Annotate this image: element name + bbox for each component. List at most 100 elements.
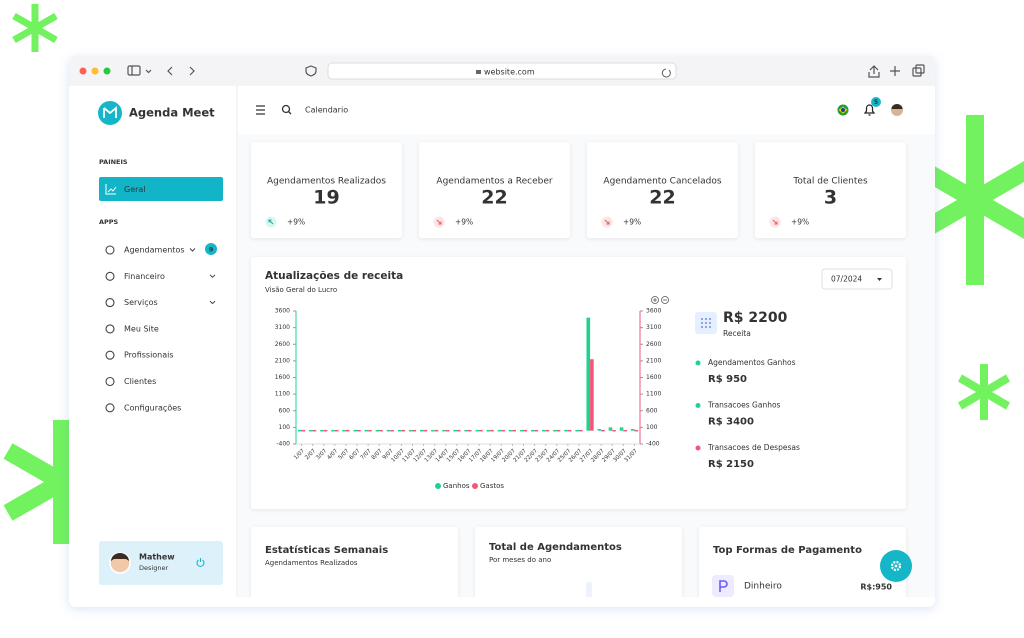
revenue-icon-dot bbox=[705, 326, 707, 328]
bar bbox=[323, 429, 328, 432]
bar bbox=[345, 429, 350, 432]
bar bbox=[508, 429, 513, 432]
stat-value: 3 bbox=[824, 187, 837, 209]
card-title: Estatísticas Semanais bbox=[265, 544, 388, 556]
bar bbox=[597, 429, 602, 431]
bar bbox=[353, 429, 358, 432]
nav-label: Meu Site bbox=[124, 324, 159, 333]
y-tick-label: 2600 bbox=[275, 341, 290, 348]
zoom-in[interactable] bbox=[651, 296, 659, 304]
bar bbox=[442, 429, 446, 432]
revenue-item-value: R$ 950 bbox=[708, 374, 747, 385]
nav-chevron bbox=[209, 274, 216, 279]
stat-change: +9% bbox=[791, 218, 809, 227]
card-title: Total de Agendamentos bbox=[489, 542, 622, 553]
revenue-icon-dot bbox=[705, 318, 707, 320]
bar bbox=[501, 429, 505, 432]
nav-label: Configurações bbox=[124, 403, 181, 412]
y-tick-label: 100 bbox=[279, 424, 291, 431]
nav-badge-count: 9 bbox=[209, 246, 214, 254]
notification-badge bbox=[871, 97, 881, 107]
y-tick-label: 1100 bbox=[275, 391, 290, 398]
nav-item[interactable] bbox=[99, 319, 223, 339]
revenue-item-dot bbox=[695, 403, 701, 408]
user-role: Designer bbox=[139, 564, 168, 572]
bar bbox=[634, 429, 639, 432]
y-tick-label: 2100 bbox=[275, 357, 290, 364]
stat-change-arrow bbox=[436, 219, 442, 225]
bar bbox=[564, 429, 568, 432]
y2-tick-label: 2600 bbox=[646, 341, 661, 348]
sidebar bbox=[69, 86, 237, 597]
bar bbox=[556, 429, 561, 432]
bar bbox=[434, 429, 439, 432]
search-icon bbox=[281, 104, 291, 114]
revenue-subtitle: Visão Geral do Lucro bbox=[265, 286, 337, 294]
y2-tick-label: 100 bbox=[646, 424, 658, 431]
bell-icon[interactable] bbox=[863, 104, 876, 116]
profile-avatar-hair bbox=[891, 104, 903, 109]
section-title: PAINEIS bbox=[99, 158, 128, 166]
bar bbox=[512, 429, 516, 432]
bar bbox=[309, 429, 313, 432]
bar bbox=[486, 429, 491, 432]
payment-icon-p bbox=[719, 580, 728, 592]
revenue-item-dot bbox=[695, 445, 701, 451]
nav-badge bbox=[205, 243, 217, 255]
nav-chevron bbox=[189, 248, 196, 252]
period-select[interactable] bbox=[821, 268, 893, 290]
logout-icon[interactable] bbox=[196, 558, 205, 567]
revenue-card bbox=[251, 257, 906, 509]
bar bbox=[475, 429, 480, 432]
nav-label: Profissionais bbox=[124, 351, 174, 360]
maximize-button[interactable] bbox=[103, 67, 111, 75]
stat-card bbox=[755, 142, 906, 238]
nav-icon bbox=[105, 298, 115, 308]
bar bbox=[331, 429, 335, 432]
nav-label: Financeiro bbox=[124, 272, 165, 281]
close-button[interactable] bbox=[79, 67, 87, 75]
reload-icon[interactable] bbox=[661, 68, 671, 78]
bar bbox=[364, 429, 369, 432]
nav-item[interactable] bbox=[99, 372, 223, 392]
period-caret bbox=[877, 278, 882, 281]
bar bbox=[623, 429, 627, 432]
bar bbox=[456, 429, 461, 432]
stat-value: 19 bbox=[313, 187, 339, 209]
revenue-item-label: Transacoes de Despesas bbox=[707, 443, 800, 452]
revenue-item-value: R$ 2150 bbox=[708, 459, 754, 470]
nav-item[interactable] bbox=[99, 293, 223, 313]
url-bar[interactable] bbox=[327, 62, 677, 80]
legend-label: Gastos bbox=[480, 482, 504, 490]
decoration bbox=[3, 4, 1024, 544]
minimize-button[interactable] bbox=[91, 67, 99, 75]
payment-amount: R$:950 bbox=[860, 583, 892, 592]
nav-item-active[interactable] bbox=[99, 177, 223, 201]
card-title: Top Formas de Pagamento bbox=[713, 545, 862, 556]
bar bbox=[408, 429, 413, 432]
bar bbox=[490, 429, 494, 432]
nav-label: Agendamentos bbox=[124, 246, 185, 255]
zoom-out[interactable] bbox=[661, 296, 669, 304]
nav-icon bbox=[105, 245, 115, 255]
bar bbox=[542, 429, 546, 432]
bar bbox=[390, 429, 394, 432]
bar bbox=[368, 429, 372, 432]
stat-change-arrow bbox=[604, 219, 610, 225]
bar bbox=[464, 429, 468, 432]
bar bbox=[497, 429, 502, 432]
bar bbox=[575, 429, 579, 432]
stat-change: +9% bbox=[623, 218, 641, 227]
bar bbox=[479, 429, 483, 432]
stat-label: Agendamento Cancelados bbox=[603, 177, 721, 187]
revenue-total-label: Receita bbox=[723, 329, 751, 338]
menu-icon[interactable] bbox=[256, 105, 265, 115]
revenue-icon-dot bbox=[701, 322, 703, 324]
topbar bbox=[238, 86, 935, 134]
search-label: Calendario bbox=[305, 106, 348, 115]
lock-icon bbox=[476, 70, 481, 74]
legend-label: Ganhos bbox=[443, 482, 470, 490]
bar bbox=[578, 429, 583, 432]
bar bbox=[523, 429, 528, 432]
period-value: 07/2024 bbox=[831, 275, 862, 284]
